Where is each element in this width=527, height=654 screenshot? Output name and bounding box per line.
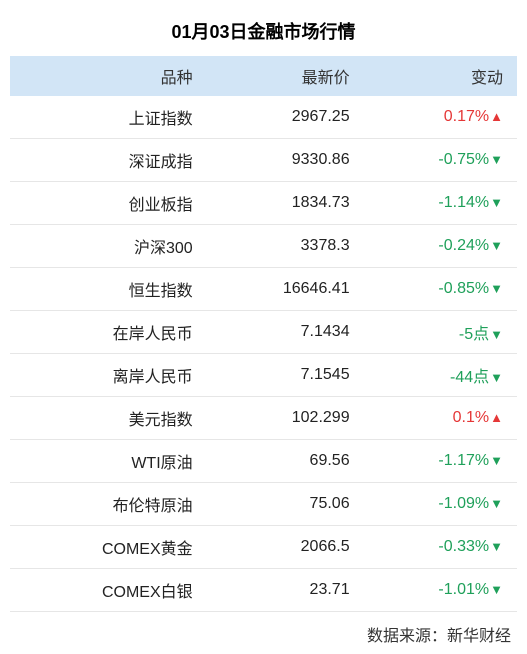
table-row: COMEX白银23.71-1.01%▼ bbox=[10, 569, 517, 612]
table-row: 深证成指9330.86-0.75%▼ bbox=[10, 139, 517, 182]
change-value: -0.33% bbox=[438, 538, 489, 555]
table-row: 上证指数2967.250.17%▲ bbox=[10, 96, 517, 139]
col-instrument: 品种 bbox=[10, 56, 207, 96]
cell-price: 23.71 bbox=[207, 569, 364, 612]
table-row: 美元指数102.2990.1%▲ bbox=[10, 397, 517, 440]
cell-price: 1834.73 bbox=[207, 182, 364, 225]
arrow-down-icon: ▼ bbox=[490, 370, 503, 385]
cell-instrument: 离岸人民币 bbox=[10, 354, 207, 397]
change-value: -1.01% bbox=[438, 581, 489, 598]
table-row: 离岸人民币7.1545-44点▼ bbox=[10, 354, 517, 397]
arrow-down-icon: ▼ bbox=[490, 539, 503, 554]
cell-instrument: 上证指数 bbox=[10, 96, 207, 139]
market-table-container: 01月03日金融市场行情 品种 最新价 变动 上证指数2967.250.17%▲… bbox=[0, 0, 527, 654]
cell-price: 102.299 bbox=[207, 397, 364, 440]
table-row: 布伦特原油75.06-1.09%▼ bbox=[10, 483, 517, 526]
change-value: 0.1% bbox=[453, 409, 489, 426]
cell-change: -5点▼ bbox=[364, 311, 517, 354]
page-title: 01月03日金融市场行情 bbox=[10, 12, 517, 56]
cell-instrument: 美元指数 bbox=[10, 397, 207, 440]
cell-change: 0.17%▲ bbox=[364, 96, 517, 139]
cell-change: -0.24%▼ bbox=[364, 225, 517, 268]
arrow-down-icon: ▼ bbox=[490, 582, 503, 597]
cell-instrument: 深证成指 bbox=[10, 139, 207, 182]
cell-price: 9330.86 bbox=[207, 139, 364, 182]
cell-price: 2967.25 bbox=[207, 96, 364, 139]
change-value: -0.24% bbox=[438, 237, 489, 254]
cell-price: 7.1545 bbox=[207, 354, 364, 397]
table-row: 在岸人民币7.1434-5点▼ bbox=[10, 311, 517, 354]
cell-instrument: 在岸人民币 bbox=[10, 311, 207, 354]
cell-change: -1.14%▼ bbox=[364, 182, 517, 225]
arrow-down-icon: ▼ bbox=[490, 496, 503, 511]
arrow-up-icon: ▲ bbox=[490, 109, 503, 124]
cell-change: -1.01%▼ bbox=[364, 569, 517, 612]
change-value: -1.14% bbox=[438, 194, 489, 211]
table-row: WTI原油69.56-1.17%▼ bbox=[10, 440, 517, 483]
arrow-down-icon: ▼ bbox=[490, 327, 503, 342]
cell-change: -0.85%▼ bbox=[364, 268, 517, 311]
arrow-down-icon: ▼ bbox=[490, 195, 503, 210]
cell-change: 0.1%▲ bbox=[364, 397, 517, 440]
change-value: -1.17% bbox=[438, 452, 489, 469]
cell-price: 3378.3 bbox=[207, 225, 364, 268]
cell-change: -1.17%▼ bbox=[364, 440, 517, 483]
cell-change: -1.09%▼ bbox=[364, 483, 517, 526]
cell-change: -0.75%▼ bbox=[364, 139, 517, 182]
table-row: COMEX黄金2066.5-0.33%▼ bbox=[10, 526, 517, 569]
change-value: -5点 bbox=[459, 326, 489, 343]
cell-price: 7.1434 bbox=[207, 311, 364, 354]
col-change: 变动 bbox=[364, 56, 517, 96]
change-value: -0.75% bbox=[438, 151, 489, 168]
table-row: 创业板指1834.73-1.14%▼ bbox=[10, 182, 517, 225]
arrow-down-icon: ▼ bbox=[490, 281, 503, 296]
data-source: 数据来源：新华财经 bbox=[10, 612, 517, 646]
cell-change: -44点▼ bbox=[364, 354, 517, 397]
change-value: -44点 bbox=[450, 369, 489, 386]
change-value: 0.17% bbox=[444, 108, 489, 125]
header-row: 品种 最新价 变动 bbox=[10, 56, 517, 96]
cell-instrument: 布伦特原油 bbox=[10, 483, 207, 526]
cell-instrument: 恒生指数 bbox=[10, 268, 207, 311]
arrow-down-icon: ▼ bbox=[490, 453, 503, 468]
cell-change: -0.33%▼ bbox=[364, 526, 517, 569]
cell-instrument: 沪深300 bbox=[10, 225, 207, 268]
cell-price: 2066.5 bbox=[207, 526, 364, 569]
table-row: 恒生指数16646.41-0.85%▼ bbox=[10, 268, 517, 311]
arrow-down-icon: ▼ bbox=[490, 152, 503, 167]
col-price: 最新价 bbox=[207, 56, 364, 96]
cell-price: 75.06 bbox=[207, 483, 364, 526]
cell-price: 69.56 bbox=[207, 440, 364, 483]
arrow-up-icon: ▲ bbox=[490, 410, 503, 425]
cell-instrument: 创业板指 bbox=[10, 182, 207, 225]
cell-instrument: COMEX白银 bbox=[10, 569, 207, 612]
change-value: -0.85% bbox=[438, 280, 489, 297]
cell-instrument: COMEX黄金 bbox=[10, 526, 207, 569]
arrow-down-icon: ▼ bbox=[490, 238, 503, 253]
cell-instrument: WTI原油 bbox=[10, 440, 207, 483]
change-value: -1.09% bbox=[438, 495, 489, 512]
cell-price: 16646.41 bbox=[207, 268, 364, 311]
table-row: 沪深3003378.3-0.24%▼ bbox=[10, 225, 517, 268]
market-table: 品种 最新价 变动 上证指数2967.250.17%▲深证成指9330.86-0… bbox=[10, 56, 517, 612]
